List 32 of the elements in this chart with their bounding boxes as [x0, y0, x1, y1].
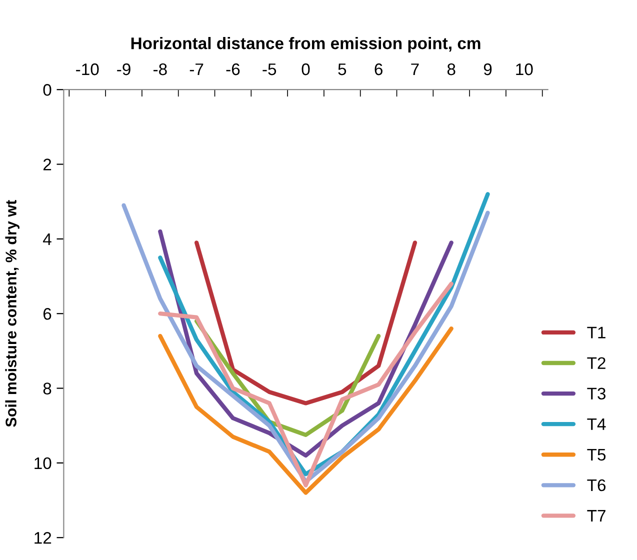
x-axis-title: Horizontal distance from emission point, cm	[131, 36, 480, 53]
y-tick-label: 4	[43, 234, 52, 245]
x-tick-label: -8	[153, 63, 167, 76]
x-tick-label: -6	[226, 63, 240, 76]
legend-label: T1	[587, 326, 606, 338]
x-tick-label: 6	[374, 63, 382, 76]
y-tick-label: 0	[43, 84, 52, 96]
line-series	[158, 282, 454, 488]
line-series	[158, 326, 454, 495]
x-tick-label: 8	[447, 63, 456, 76]
y-tick-label: 2	[43, 158, 52, 170]
x-tick-label: -7	[190, 64, 204, 76]
y-tick-label: 10	[34, 457, 52, 470]
legend-label: T6	[587, 479, 606, 492]
legend-label: T4	[587, 418, 606, 430]
x-tick-label: 9	[484, 63, 492, 76]
x-tick-label: -5	[262, 64, 276, 76]
y-axis-title: Soil moisture content, % dry wt	[5, 200, 20, 427]
x-tick-label: 0	[302, 63, 310, 76]
y-tick-label: 12	[34, 532, 52, 544]
x-tick-label: 10	[516, 63, 533, 76]
x-tick-label: 7	[411, 64, 419, 76]
y-tick-label: 6	[43, 308, 52, 320]
y-tick-label: 8	[43, 382, 52, 394]
x-tick-label: 5	[338, 64, 346, 76]
legend-label: T3	[587, 388, 606, 400]
x-tick-label: -10	[76, 63, 99, 76]
legend-label: T2	[587, 357, 606, 369]
legend-label: T5	[587, 448, 606, 461]
line-series	[194, 240, 418, 406]
x-tick-label: -9	[117, 63, 130, 76]
legend-label: T7	[587, 510, 606, 522]
